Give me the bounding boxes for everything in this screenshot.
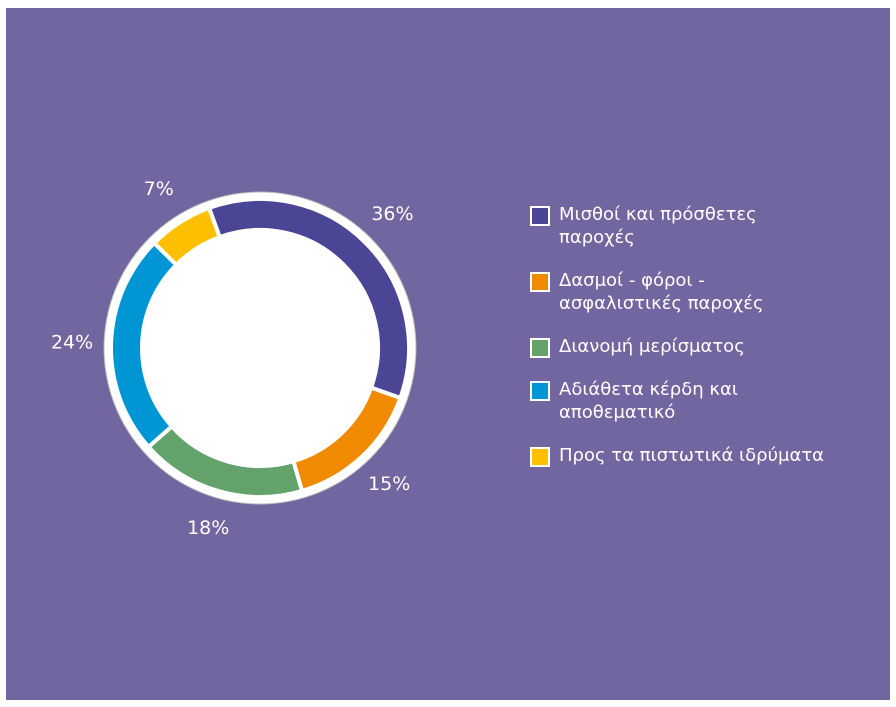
legend-item: Αδιάθετα κέρδη και αποθεματικό <box>530 378 830 424</box>
legend-swatch <box>530 272 550 292</box>
ring-border <box>103 191 417 505</box>
legend-swatch <box>530 206 550 226</box>
data-label: 24% <box>51 331 93 353</box>
donut-segment <box>151 205 223 268</box>
legend-item: Μισθοί και πρόσθετες παροχές <box>530 203 830 249</box>
legend: Μισθοί και πρόσθετες παροχές Δασμοί - φόρ… <box>530 203 830 467</box>
legend-item: Προς τα πιστωτικά ιδρύματα <box>530 444 830 467</box>
legend-swatch <box>530 447 550 467</box>
data-label: 36% <box>371 203 413 225</box>
legend-swatch <box>530 381 550 401</box>
legend-label: Δασμοί - φόροι - ασφαλιστικές παροχές <box>559 270 764 314</box>
legend-swatch <box>530 338 550 358</box>
data-label: 7% <box>144 178 174 200</box>
legend-item: Δασμοί - φόροι - ασφαλιστικές παροχές <box>530 269 830 315</box>
legend-label: Μισθοί και πρόσθετες παροχές <box>559 204 757 248</box>
legend-item: Διανομή μερίσματος <box>530 335 830 358</box>
legend-label: Προς τα πιστωτικά ιδρύματα <box>559 445 825 466</box>
legend-label: Αδιάθετα κέρδη και αποθεματικό <box>559 379 738 423</box>
data-label: 15% <box>368 473 410 495</box>
data-label: 18% <box>187 517 229 539</box>
legend-label: Διανομή μερίσματος <box>559 336 745 357</box>
